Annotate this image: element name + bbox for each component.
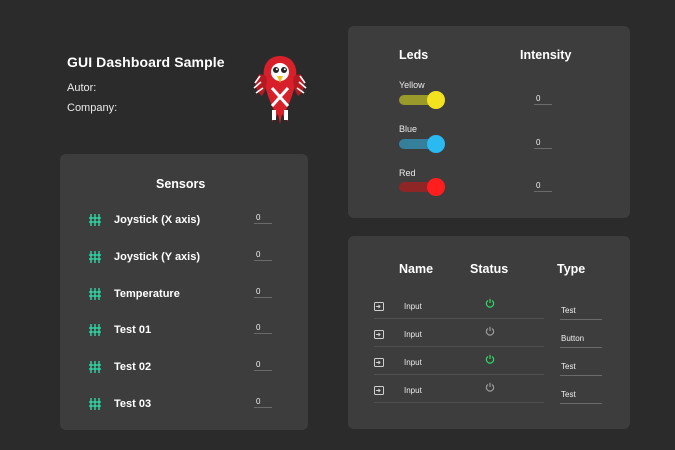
sensor-value-input[interactable] (254, 322, 272, 334)
table-row[interactable]: Input (374, 323, 544, 347)
sliders-icon (89, 288, 101, 300)
sensor-value-input[interactable] (254, 359, 272, 371)
input-icon (374, 330, 384, 339)
toggle-thumb[interactable] (427, 135, 445, 153)
sensor-row-test-03: Test 03 (88, 396, 298, 416)
sliders-icon (89, 361, 101, 373)
sensor-row-test-02: Test 02 (88, 359, 298, 379)
led-name-yellow: Yellow (399, 80, 425, 90)
power-on-icon[interactable] (485, 298, 495, 308)
parrot-logo-icon (253, 56, 307, 124)
column-header-type: Type (557, 262, 586, 276)
dashboard-header: GUI Dashboard Sample Autor: Company: (67, 54, 225, 114)
intensity-input-red[interactable] (534, 180, 552, 192)
table-row[interactable]: Input (374, 379, 544, 403)
sensors-title: Sensors (156, 177, 206, 191)
sensor-value-input[interactable] (254, 396, 272, 408)
toggle-thumb[interactable] (427, 178, 445, 196)
author-label: Autor: (67, 82, 97, 94)
sensor-value-input[interactable] (254, 212, 272, 224)
input-icon (374, 386, 384, 395)
row-name: Input (404, 386, 422, 395)
leds-card: Leds Intensity Yellow Blue Red (348, 26, 630, 218)
sensor-label: Joystick (Y axis) (114, 251, 201, 263)
input-icon (374, 358, 384, 367)
sensor-label: Temperature (114, 288, 180, 300)
toggle-track (399, 139, 439, 149)
sensor-label: Test 01 (114, 324, 152, 336)
sensor-row-joystick-x: Joystick (X axis) (88, 212, 298, 232)
input-icon (374, 302, 384, 311)
leds-title: Leds (399, 48, 429, 62)
row-name: Input (404, 358, 422, 367)
led-toggle-yellow[interactable] (399, 91, 445, 109)
toggle-thumb[interactable] (427, 91, 445, 109)
sensor-row-temperature: Temperature (88, 286, 298, 306)
sensor-row-joystick-y: Joystick (Y axis) (88, 249, 298, 269)
toggle-track (399, 182, 439, 192)
intensity-input-yellow[interactable] (534, 93, 552, 105)
power-off-icon[interactable] (485, 382, 495, 392)
type-input[interactable]: Test (560, 362, 602, 376)
row-name: Input (404, 330, 422, 339)
led-toggle-blue[interactable] (399, 135, 445, 153)
table-row[interactable]: Input (374, 351, 544, 375)
sensor-label: Test 02 (114, 361, 152, 373)
column-header-status: Status (470, 262, 509, 276)
sliders-icon (89, 214, 101, 226)
page-title: GUI Dashboard Sample (67, 54, 225, 70)
sensors-card: Sensors Joystick (X axis) Joystick (Y ax… (60, 154, 308, 430)
intensity-input-blue[interactable] (534, 137, 552, 149)
sensor-row-test-01: Test 01 (88, 322, 298, 342)
sliders-icon (89, 251, 101, 263)
type-input[interactable]: Button (560, 334, 602, 348)
led-name-red: Red (399, 168, 416, 178)
sliders-icon (89, 398, 101, 410)
sensor-value-input[interactable] (254, 286, 272, 298)
table-row[interactable]: Input (374, 295, 544, 319)
power-on-icon[interactable] (485, 354, 495, 364)
type-input[interactable]: Test (560, 390, 602, 404)
power-off-icon[interactable] (485, 326, 495, 336)
sensor-value-input[interactable] (254, 249, 272, 261)
io-table-card: Name Status Type Input Test Input Button… (348, 236, 630, 429)
column-header-name: Name (399, 262, 434, 276)
intensity-title: Intensity (520, 48, 572, 62)
sliders-icon (89, 324, 101, 336)
company-label: Company: (67, 102, 118, 114)
led-toggle-red[interactable] (399, 178, 445, 196)
led-name-blue: Blue (399, 124, 418, 134)
sensor-label: Joystick (X axis) (114, 214, 201, 226)
type-input[interactable]: Test (560, 306, 602, 320)
toggle-track (399, 95, 439, 105)
row-name: Input (404, 302, 422, 311)
sensor-label: Test 03 (114, 398, 152, 410)
